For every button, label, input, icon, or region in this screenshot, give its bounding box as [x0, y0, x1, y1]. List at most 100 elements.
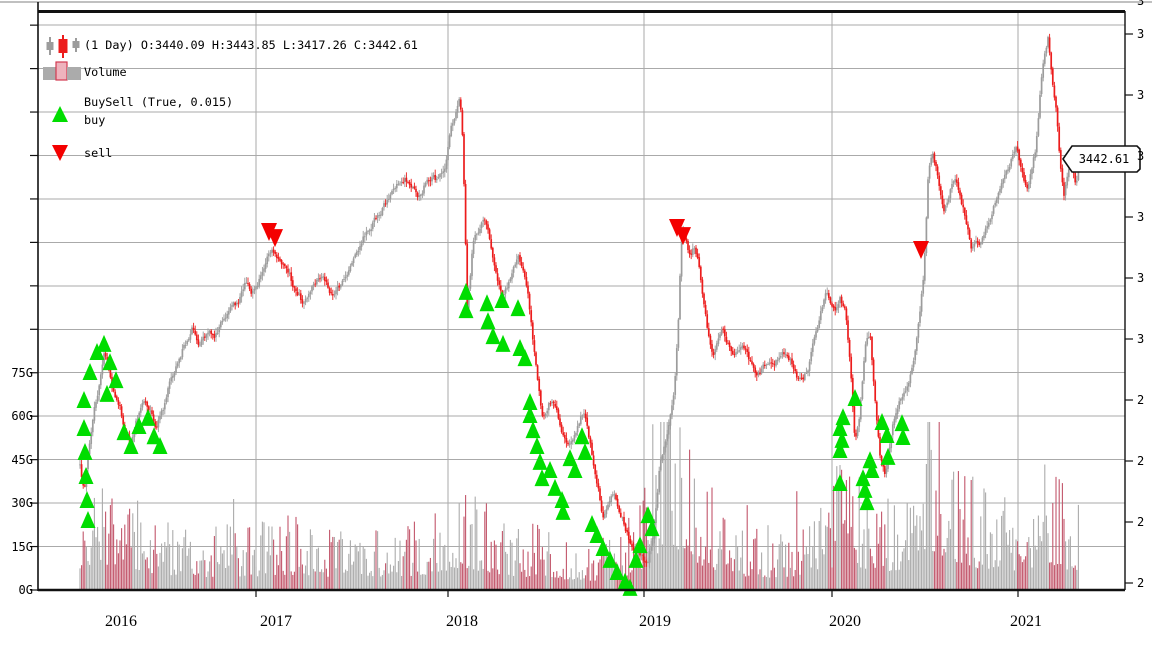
buy-marker — [644, 519, 660, 537]
buy-marker — [152, 436, 168, 454]
sell-legend-label: sell — [84, 146, 113, 160]
buy-marker — [146, 427, 162, 445]
volume-tick-label: 45G — [11, 452, 33, 467]
buy-marker — [102, 353, 118, 371]
buy-marker — [857, 480, 873, 498]
buy-marker — [485, 327, 501, 345]
sell-signal-markers — [261, 218, 929, 259]
last-price-tag-box — [1062, 145, 1141, 173]
buysell-legend-label: BuySell (True, 0.015) — [84, 95, 234, 109]
price-tick-label: 2 — [1137, 393, 1145, 407]
buy-marker — [542, 460, 558, 478]
buy-legend-label: buy — [84, 113, 106, 127]
price-tick-label: 2 — [1137, 454, 1145, 468]
buy-marker — [495, 334, 511, 352]
buy-marker — [534, 469, 550, 487]
buy-marker — [628, 550, 644, 568]
buy-marker — [517, 349, 533, 367]
buy-marker — [80, 510, 96, 528]
x-axis-year-label: 2021 — [1010, 613, 1042, 630]
buy-marker — [123, 436, 139, 454]
x-axis-year-label: 2019 — [639, 613, 671, 630]
sell-triangle-icon — [52, 145, 68, 161]
buy-marker — [494, 290, 510, 308]
price-tick-label: 3 — [1137, 149, 1145, 163]
buy-marker — [574, 427, 590, 445]
buy-marker — [859, 493, 875, 511]
buy-marker — [547, 478, 563, 496]
buy-marker — [847, 388, 863, 406]
buy-marker — [512, 338, 528, 356]
volume-bars — [79, 421, 1079, 590]
volume-legend-label: Volume — [84, 65, 127, 79]
buy-marker — [458, 301, 474, 319]
volume-tick-label: 0G — [18, 583, 33, 597]
volume-tick-label: 75G — [11, 365, 33, 380]
buy-marker — [832, 441, 848, 459]
last-price-tag: 3442.61 — [1078, 152, 1130, 166]
buy-marker — [480, 312, 496, 330]
buy-marker — [894, 414, 910, 432]
buy-marker — [458, 282, 474, 300]
buy-marker — [140, 408, 156, 426]
price-tick-label: 3 — [1137, 210, 1145, 224]
buy-marker — [602, 550, 618, 568]
buy-marker — [874, 412, 890, 430]
x-axis-year-label: 2016 — [105, 613, 137, 630]
buy-marker — [879, 425, 895, 443]
buy-marker — [77, 443, 93, 461]
buy-marker — [525, 421, 541, 439]
buy-marker — [522, 406, 538, 424]
buy-marker — [76, 391, 92, 409]
x-axis-year-label: 2020 — [829, 613, 861, 630]
buy-marker — [99, 384, 115, 402]
buy-marker — [855, 469, 871, 487]
buy-marker — [522, 393, 538, 411]
buy-marker — [96, 334, 112, 352]
buy-marker — [595, 539, 611, 557]
candlesticks — [79, 33, 1080, 569]
volume-tick-label: 30G — [11, 496, 33, 511]
buy-marker — [108, 371, 124, 389]
buy-marker — [562, 449, 578, 467]
buy-marker — [82, 362, 98, 380]
buy-marker — [554, 491, 570, 509]
price-tick-label: 3 — [1137, 271, 1145, 285]
buy-marker — [864, 460, 880, 478]
buy-marker — [479, 294, 495, 312]
buy-marker — [79, 491, 95, 509]
buy-marker — [832, 419, 848, 437]
buy-marker — [880, 447, 896, 465]
buy-triangle-icon — [52, 106, 68, 122]
clipped-price-label: 3 — [1137, 0, 1145, 8]
price-tick-label: 2 — [1137, 576, 1145, 590]
buy-marker — [567, 460, 583, 478]
sell-marker — [267, 229, 283, 248]
buy-marker — [832, 473, 848, 491]
sell-marker — [675, 227, 691, 246]
candlestick-legend-icon — [46, 35, 80, 58]
price-tick-label: 2 — [1137, 515, 1145, 529]
ohlc-legend-label: (1 Day) O:3440.09 H:3443.85 L:3417.26 C:… — [84, 38, 418, 52]
buy-marker — [609, 563, 625, 581]
buy-marker — [510, 299, 526, 317]
buy-marker — [632, 536, 648, 554]
buy-marker — [834, 430, 850, 448]
sell-marker — [913, 240, 929, 259]
volume-legend-icon — [43, 61, 81, 81]
buy-marker — [640, 506, 656, 524]
price-tick-label: 3 — [1137, 26, 1145, 41]
buy-marker — [895, 428, 911, 446]
volume-tick-label: 15G — [11, 539, 33, 554]
buy-marker — [584, 515, 600, 533]
vertical-gridlines — [255, 13, 1019, 590]
buy-marker — [78, 467, 94, 485]
buy-marker — [116, 423, 132, 441]
buy-marker — [622, 578, 638, 596]
buy-marker — [529, 436, 545, 454]
price-tick-label: 3 — [1137, 332, 1145, 346]
buy-marker — [589, 526, 605, 544]
buy-marker — [76, 419, 92, 437]
buy-marker — [131, 417, 147, 435]
